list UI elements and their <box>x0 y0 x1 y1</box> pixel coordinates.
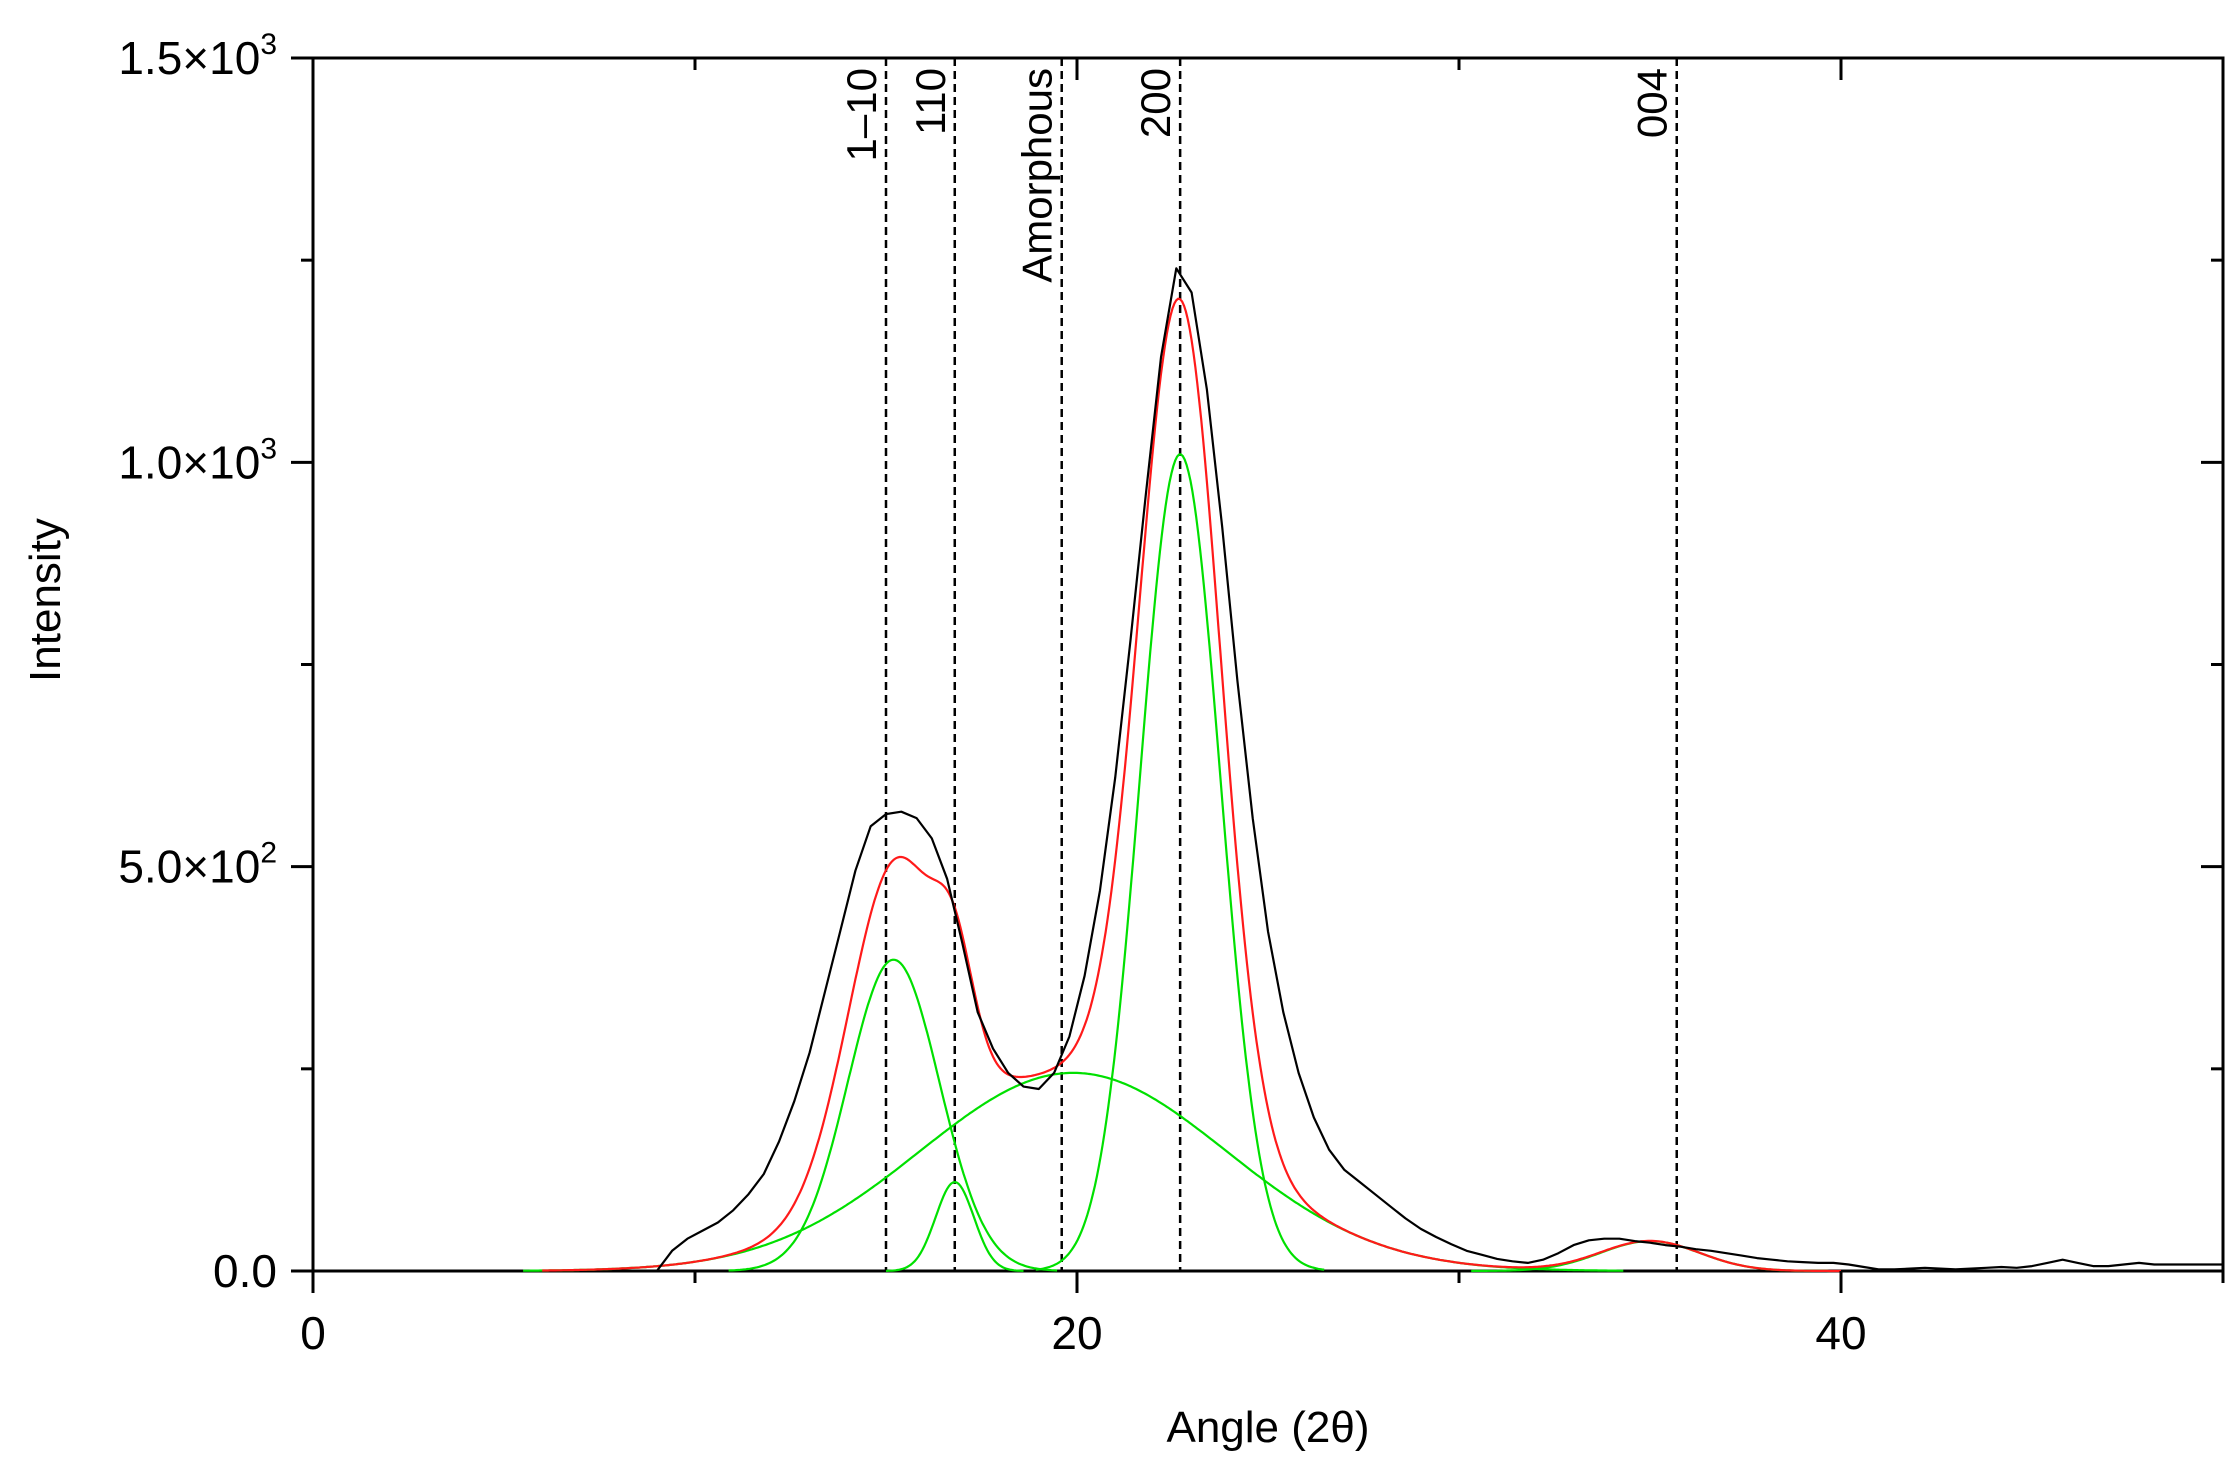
fit-component-line <box>1035 453 1325 1271</box>
x-axis: 0 20 40 <box>300 58 2225 1359</box>
peak-label: Amorphous <box>1014 68 1061 283</box>
x-tick-label: 40 <box>1815 1307 1866 1359</box>
x-axis-title: Angle (2θ) <box>1166 1403 1369 1452</box>
y-axis: 0.0 5.0×102 1.0×103 1.5×103 <box>118 28 2223 1297</box>
y-tick-label: 5.0×102 <box>118 837 277 893</box>
observed-data-line <box>655 267 2223 1272</box>
reference-lines: 1–10 110 Amorphous 200 004 <box>838 58 1678 1271</box>
fit-component-line <box>523 1071 1624 1272</box>
plot-frame <box>311 56 2225 1273</box>
y-tick-label: 1.5×103 <box>118 28 277 84</box>
peak-label: 1–10 <box>838 68 885 161</box>
x-tick-label: 0 <box>300 1307 326 1359</box>
y-axis-title: Intensity <box>21 518 70 682</box>
fit-component-line <box>728 958 1058 1272</box>
fit-total-line <box>542 297 1841 1273</box>
y-tick-label: 0.0 <box>213 1245 277 1297</box>
series-layer <box>523 267 2223 1273</box>
peak-label: 004 <box>1629 68 1676 138</box>
y-tick-label: 1.0×103 <box>118 432 277 488</box>
fit-component-line <box>885 1180 1024 1272</box>
peak-label: 200 <box>1132 68 1179 138</box>
peak-label: 110 <box>907 68 954 135</box>
x-tick-label: 20 <box>1051 1307 1102 1359</box>
